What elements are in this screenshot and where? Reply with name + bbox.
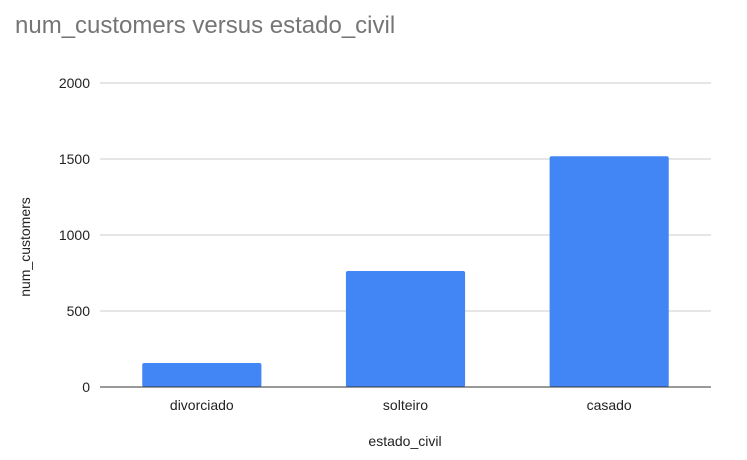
- bar-series: [142, 156, 669, 387]
- y-tick-label: 500: [67, 303, 91, 319]
- y-tick-label: 0: [82, 379, 90, 395]
- bar-divorciado[interactable]: [142, 362, 262, 387]
- y-axis-title: num_customers: [17, 197, 33, 297]
- y-tick-label: 1500: [59, 151, 90, 167]
- x-tick-label: solteiro: [383, 397, 428, 413]
- y-tick-label: 1000: [59, 227, 90, 243]
- x-tick-label: casado: [587, 397, 632, 413]
- chart-title: num_customers versus estado_civil: [15, 12, 395, 39]
- bar-casado[interactable]: [549, 156, 669, 387]
- x-axis-ticks: divorciado solteiro casado: [170, 397, 632, 413]
- y-axis-ticks: 0 500 1000 1500 2000: [59, 75, 90, 395]
- bar-solteiro[interactable]: [345, 271, 466, 387]
- y-tick-label: 2000: [59, 75, 90, 91]
- x-tick-label: divorciado: [170, 397, 234, 413]
- x-axis-title: estado_civil: [368, 433, 441, 449]
